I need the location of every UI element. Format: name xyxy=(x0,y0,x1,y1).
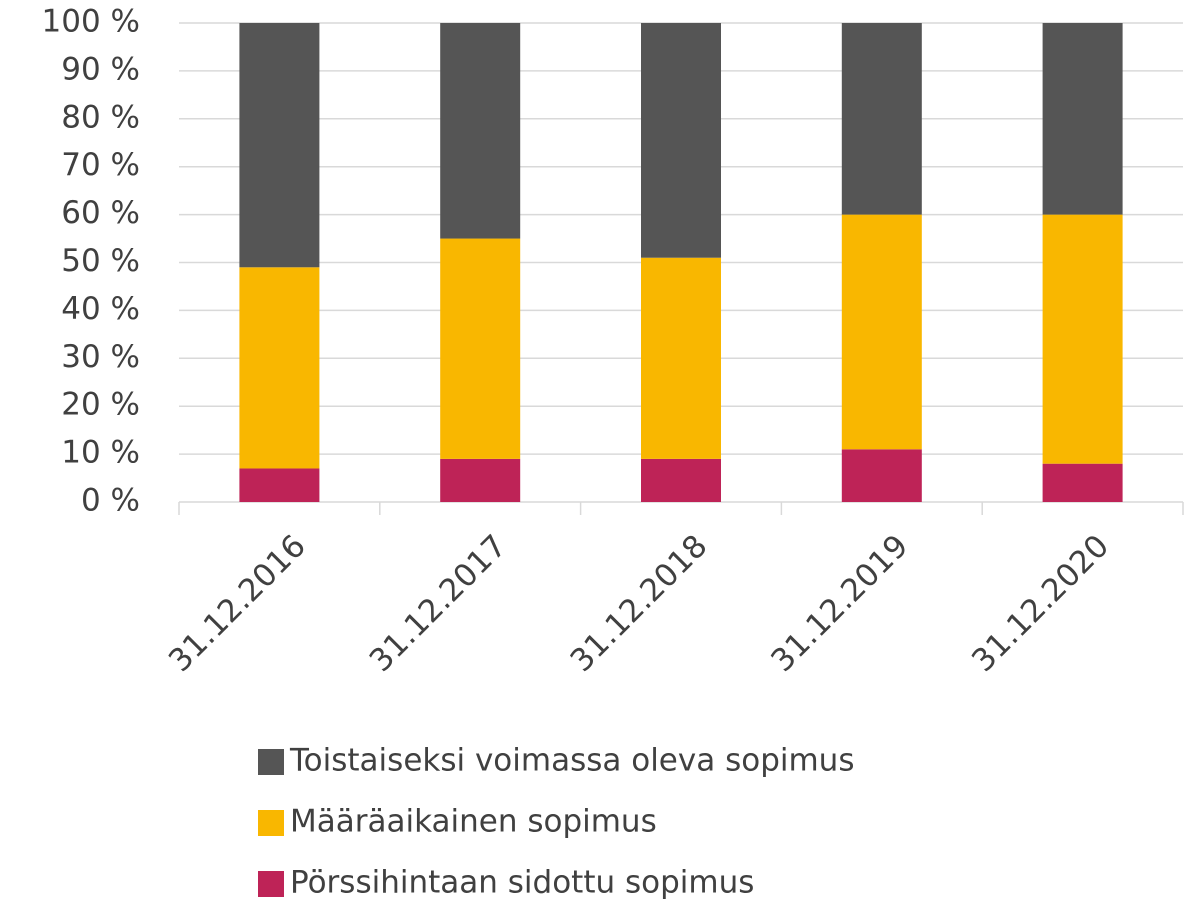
x-tick-label: 31.12.2016 xyxy=(162,528,313,679)
bar-segment xyxy=(1042,214,1123,464)
legend-label: Toistaiseksi voimassa oleva sopimus xyxy=(289,743,854,779)
bar-segment xyxy=(1042,23,1123,215)
bar-segment xyxy=(440,458,521,502)
bar-segment xyxy=(841,23,922,215)
bar-segment xyxy=(641,257,721,459)
bar-segment xyxy=(239,23,320,268)
bar-segment xyxy=(239,267,320,469)
y-tick-label: 80 % xyxy=(61,99,140,135)
bar-segment xyxy=(841,449,922,502)
bar-segment xyxy=(641,23,721,258)
bar-segment xyxy=(440,238,521,459)
bar-segment xyxy=(641,458,721,502)
y-tick-label: 90 % xyxy=(61,51,140,87)
x-tick-label: 31.12.2017 xyxy=(363,528,514,679)
bar-segment xyxy=(1042,463,1123,502)
x-tick-label: 31.12.2018 xyxy=(564,528,715,679)
y-tick-label: 10 % xyxy=(61,435,140,471)
y-tick-label: 100 % xyxy=(42,4,140,40)
bar-segment xyxy=(841,214,922,450)
y-tick-label: 0 % xyxy=(81,483,140,519)
bar-segment xyxy=(440,23,521,239)
y-tick-label: 70 % xyxy=(61,147,140,183)
y-tick-label: 30 % xyxy=(61,339,140,375)
legend-label: Määräaikainen sopimus xyxy=(290,804,657,840)
y-tick-label: 50 % xyxy=(61,243,140,279)
y-tick-label: 20 % xyxy=(61,387,140,423)
y-tick-label: 40 % xyxy=(61,291,140,327)
legend-swatch xyxy=(258,810,284,836)
y-tick-label: 60 % xyxy=(61,195,140,231)
x-tick-label: 31.12.2020 xyxy=(965,528,1116,679)
legend-swatch xyxy=(258,871,284,897)
legend-swatch xyxy=(258,749,284,775)
bar-segment xyxy=(239,468,320,502)
legend-label: Pörssihintaan sidottu sopimus xyxy=(290,865,754,901)
x-tick-label: 31.12.2019 xyxy=(764,528,915,679)
